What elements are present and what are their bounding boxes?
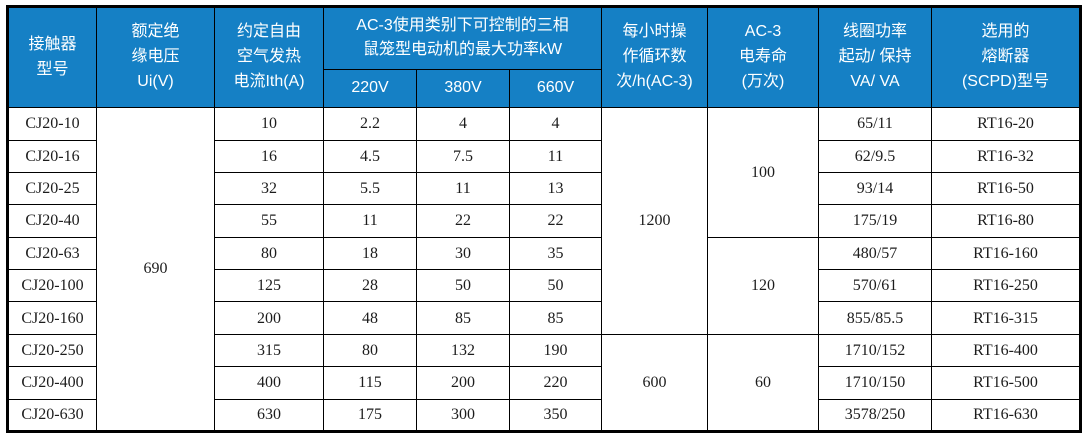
header-coil-power: 线圈功率 起动/ 保持 VA/ VA xyxy=(818,5,933,109)
header-380v: 380V xyxy=(416,68,510,109)
model-cell: CJ20-16 xyxy=(7,139,97,173)
p380-cell: 22 xyxy=(416,204,510,238)
p380-cell: 7.5 xyxy=(416,139,510,173)
p220-cell: 115 xyxy=(323,366,417,400)
header-insulation-voltage: 额定绝 缘电压 Ui(V) xyxy=(96,5,215,109)
coil-power-cell: 855/85.5 xyxy=(818,301,933,335)
fuse-cell: RT16-20 xyxy=(931,107,1082,141)
p220-cell: 80 xyxy=(323,333,417,368)
model-cell: CJ20-250 xyxy=(7,333,97,368)
p660-cell: 190 xyxy=(508,333,603,368)
p380-cell: 4 xyxy=(416,107,510,141)
model-cell: CJ20-10 xyxy=(7,107,97,141)
model-cell: CJ20-63 xyxy=(7,236,97,271)
ith-cell: 32 xyxy=(214,171,324,206)
fuse-cell: RT16-80 xyxy=(931,204,1082,238)
p660-cell: 35 xyxy=(508,236,603,271)
life-cell: 60 xyxy=(707,333,820,433)
table-row: CJ20-40 55 11 22 22 175/19 RT16-80 xyxy=(7,204,1082,238)
fuse-cell: RT16-250 xyxy=(931,269,1082,303)
fuse-cell: RT16-160 xyxy=(931,236,1082,271)
p380-cell: 300 xyxy=(416,398,510,433)
p380-cell: 30 xyxy=(416,236,510,271)
p380-cell: 200 xyxy=(416,366,510,400)
p220-cell: 18 xyxy=(323,236,417,271)
model-cell: CJ20-630 xyxy=(7,398,97,433)
cycles-cell: 600 xyxy=(601,333,709,433)
model-cell: CJ20-25 xyxy=(7,171,97,206)
life-cell: 120 xyxy=(707,236,820,335)
header-electrical-life: AC-3 电寿命 (万次) xyxy=(707,5,820,109)
coil-power-cell: 480/57 xyxy=(818,236,933,271)
model-cell: CJ20-400 xyxy=(7,366,97,400)
table-row: CJ20-16 16 4.5 7.5 11 62/9.5 RT16-32 xyxy=(7,139,1082,173)
fuse-cell: RT16-50 xyxy=(931,171,1082,206)
table-row: CJ20-250 315 80 132 190 600 60 1710/152 … xyxy=(7,333,1082,433)
table-row: CJ20-100 125 28 50 50 570/61 RT16-250 xyxy=(7,269,1082,303)
coil-power-cell: 93/14 xyxy=(818,171,933,206)
cycles-cell: 1200 xyxy=(601,107,709,335)
model-cell: CJ20-100 xyxy=(7,269,97,303)
fuse-cell: RT16-32 xyxy=(931,139,1082,173)
model-cell: CJ20-40 xyxy=(7,204,97,238)
header-660v: 660V xyxy=(508,68,603,109)
p220-cell: 11 xyxy=(323,204,417,238)
p380-cell: 50 xyxy=(416,269,510,303)
p660-cell: 4 xyxy=(508,107,603,141)
fuse-cell: RT16-315 xyxy=(931,301,1082,335)
coil-power-cell: 175/19 xyxy=(818,204,933,238)
coil-power-cell: 3578/250 xyxy=(818,398,933,433)
table-row: CJ20-630 630 175 300 350 3578/250 RT16-6… xyxy=(7,398,1082,433)
coil-power-cell: 62/9.5 xyxy=(818,139,933,173)
ith-cell: 125 xyxy=(214,269,324,303)
p660-cell: 13 xyxy=(508,171,603,206)
header-thermal-current: 约定自由 空气发热 电流Ith(A) xyxy=(214,5,324,109)
ith-cell: 16 xyxy=(214,139,324,173)
p380-cell: 85 xyxy=(416,301,510,335)
table-row: CJ20-63 80 18 30 35 120 480/57 RT16-160 xyxy=(7,236,1082,335)
ith-cell: 315 xyxy=(214,333,324,368)
header-max-power-group: AC-3使用类别下可控制的三相 鼠笼型电动机的最大功率kW xyxy=(322,6,603,70)
p380-cell: 132 xyxy=(416,333,510,368)
table-row: CJ20-10 690 10 2.2 4 4 1200 100 65/11 RT… xyxy=(7,107,1082,432)
p220-cell: 4.5 xyxy=(323,139,417,173)
ith-cell: 55 xyxy=(214,204,324,238)
header-cycles-per-hour: 每小时操 作循环数 次/h(AC-3) xyxy=(601,5,709,109)
fuse-cell: RT16-630 xyxy=(931,398,1082,433)
header-fuse-type: 选用的 熔断器 (SCPD)型号 xyxy=(931,5,1082,109)
fuse-cell: RT16-400 xyxy=(931,333,1082,368)
model-cell: CJ20-160 xyxy=(7,301,97,335)
p660-cell: 220 xyxy=(508,366,603,400)
coil-power-cell: 65/11 xyxy=(818,107,933,141)
table-row: CJ20-400 400 115 200 220 1710/150 RT16-5… xyxy=(7,366,1082,400)
ith-cell: 200 xyxy=(214,301,324,335)
ith-cell: 80 xyxy=(214,236,324,271)
p660-cell: 350 xyxy=(508,398,603,433)
coil-power-cell: 570/61 xyxy=(818,269,933,303)
header-220v: 220V xyxy=(323,68,417,109)
coil-power-cell: 1710/150 xyxy=(818,366,933,400)
p380-cell: 11 xyxy=(416,171,510,206)
life-cell: 100 xyxy=(707,107,820,238)
p660-cell: 11 xyxy=(508,139,603,173)
header-model: 接触器 型号 xyxy=(7,5,97,109)
p660-cell: 50 xyxy=(508,269,603,303)
ith-cell: 400 xyxy=(214,366,324,400)
ith-cell: 10 xyxy=(214,107,324,141)
table-row: CJ20-25 32 5.5 11 13 93/14 RT16-50 xyxy=(7,171,1082,206)
coil-power-cell: 1710/152 xyxy=(818,333,933,368)
ith-cell: 630 xyxy=(214,398,324,433)
p660-cell: 22 xyxy=(508,204,603,238)
fuse-cell: RT16-500 xyxy=(931,366,1082,400)
p220-cell: 2.2 xyxy=(323,107,417,141)
insulation-voltage-cell: 690 xyxy=(96,107,215,432)
p220-cell: 5.5 xyxy=(323,171,417,206)
p220-cell: 175 xyxy=(323,398,417,433)
p220-cell: 28 xyxy=(323,269,417,303)
contactor-spec-table: 接触器 型号 额定绝 缘电压 Ui(V) 约定自由 空气发热 电流Ith(A) … xyxy=(6,5,1083,433)
p220-cell: 48 xyxy=(323,301,417,335)
p660-cell: 85 xyxy=(508,301,603,335)
